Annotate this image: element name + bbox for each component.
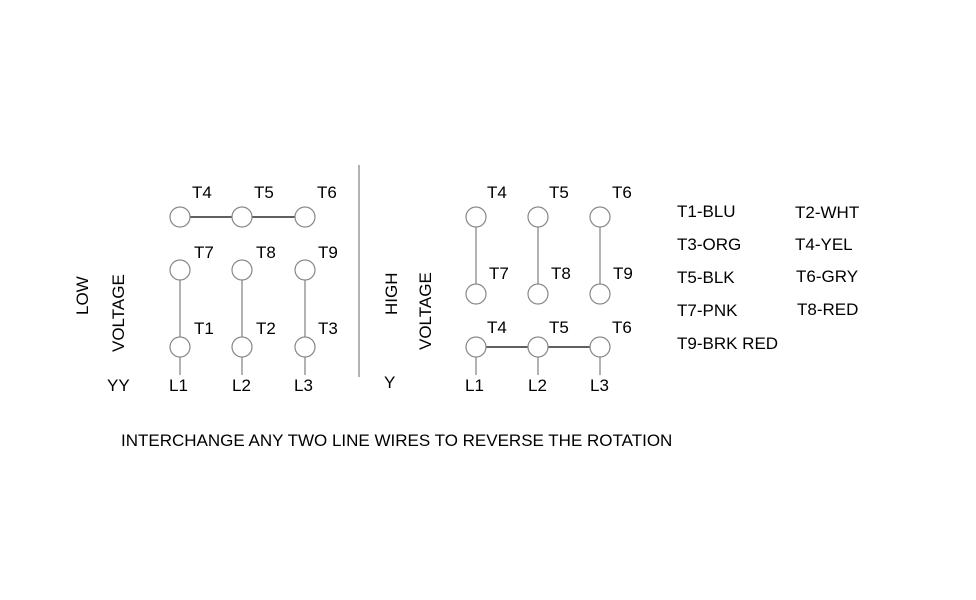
terminal-label: T5	[549, 318, 569, 337]
terminal-label: T8	[551, 264, 571, 283]
legend-item: T7-PNK	[677, 301, 738, 320]
terminal-label: T5	[254, 183, 274, 202]
line-label: L1	[465, 376, 484, 395]
terminal-label: T1	[194, 319, 214, 338]
terminal-label: T6	[612, 318, 632, 337]
terminal	[231, 259, 253, 281]
terminal	[294, 336, 316, 358]
line-label: L3	[590, 376, 609, 395]
terminal-label: T8	[256, 243, 276, 262]
terminal-label: T7	[194, 243, 214, 262]
legend-item: T1-BLU	[677, 202, 736, 221]
high-voltage-label: VOLTAGE	[416, 272, 435, 350]
low-voltage-section: LOW VOLTAGE YY T4 T5 T6 T7 T8 T9 T1 T2 T…	[73, 183, 338, 395]
line-label: L1	[169, 376, 188, 395]
terminal	[169, 206, 191, 228]
terminal-label: T9	[613, 264, 633, 283]
low-voltage-label: VOLTAGE	[109, 274, 128, 352]
terminal-label: T4	[487, 318, 507, 337]
legend-item: T2-WHT	[795, 203, 859, 222]
terminal	[589, 336, 611, 358]
terminal	[589, 206, 611, 228]
terminal	[527, 336, 549, 358]
legend-item: T3-ORG	[677, 235, 741, 254]
terminal-label: T7	[489, 264, 509, 283]
terminal-label: T9	[318, 243, 338, 262]
terminal	[231, 206, 253, 228]
legend-item: T9-BRK RED	[677, 334, 778, 353]
terminal-label: T3	[318, 319, 338, 338]
terminal	[169, 336, 191, 358]
legend-item: T6-GRY	[796, 267, 858, 286]
terminal-label: T5	[549, 183, 569, 202]
terminal	[465, 336, 487, 358]
terminal-label: T4	[487, 183, 507, 202]
legend-item: T8-RED	[797, 300, 858, 319]
low-title: LOW	[73, 276, 92, 315]
terminal	[465, 283, 487, 305]
low-config: YY	[107, 376, 130, 395]
terminal	[294, 206, 316, 228]
terminal-label: T4	[192, 183, 212, 202]
terminal	[169, 259, 191, 281]
line-label: L2	[528, 376, 547, 395]
terminal-label: T6	[317, 183, 337, 202]
high-title: HIGH	[382, 273, 401, 316]
legend-item: T5-BLK	[677, 268, 735, 287]
terminal	[589, 283, 611, 305]
color-legend: T1-BLU T2-WHT T3-ORG T4-YEL T5-BLK T6-GR…	[677, 202, 859, 353]
terminal	[465, 206, 487, 228]
legend-item: T4-YEL	[795, 235, 853, 254]
rotation-note: INTERCHANGE ANY TWO LINE WIRES TO REVERS…	[121, 431, 672, 450]
line-label: L2	[232, 376, 251, 395]
high-voltage-section: HIGH VOLTAGE Y T4 T5 T6 T7 T8 T9 T4 T5 T…	[382, 183, 633, 395]
terminal-label: T6	[612, 183, 632, 202]
terminal	[294, 259, 316, 281]
terminal	[527, 206, 549, 228]
terminal-label: T2	[256, 319, 276, 338]
terminal	[527, 283, 549, 305]
line-label: L3	[294, 376, 313, 395]
high-config: Y	[384, 373, 395, 392]
terminal	[231, 336, 253, 358]
